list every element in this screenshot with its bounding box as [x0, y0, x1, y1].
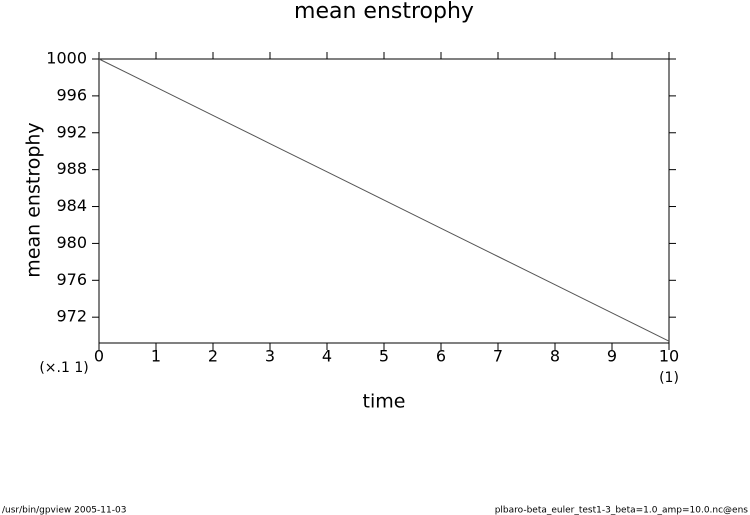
y-axis-label: mean enstrophy: [23, 122, 45, 277]
x-tick-label: 9: [607, 347, 617, 366]
chart-title: mean enstrophy: [294, 0, 474, 24]
y-tick-label: 980: [56, 233, 87, 252]
x-tick-label: 5: [379, 347, 389, 366]
y-tick-label: 984: [56, 196, 87, 215]
x-tick-label: 4: [322, 347, 332, 366]
x-axis-label: time: [363, 391, 406, 413]
x-end-note: (1): [659, 370, 679, 386]
footer-left: /usr/bin/gpview 2005-11-03: [2, 506, 126, 515]
x-tick-label: 8: [550, 347, 560, 366]
y-tick-label: 1000: [46, 49, 87, 68]
x-tick-label: 3: [265, 347, 275, 366]
y-tick-label: 972: [56, 307, 87, 326]
x-tick-label: 2: [208, 347, 218, 366]
x-tick-label: 6: [436, 347, 446, 366]
y-tick-label: 988: [56, 159, 87, 178]
y-tick-label: 976: [56, 270, 87, 289]
footer-right: plbaro-beta_euler_test1-3_beta=1.0_amp=1…: [495, 506, 749, 515]
y-tick-label: 996: [56, 85, 87, 104]
x-unit-note: (×.1 1): [39, 360, 88, 376]
x-tick-label: 0: [94, 347, 104, 366]
data-line: [98, 58, 670, 342]
x-tick-label: 7: [493, 347, 503, 366]
y-tick-label: 992: [56, 122, 87, 141]
x-tick-label: 10: [659, 347, 679, 366]
x-tick-label: 1: [151, 347, 161, 366]
